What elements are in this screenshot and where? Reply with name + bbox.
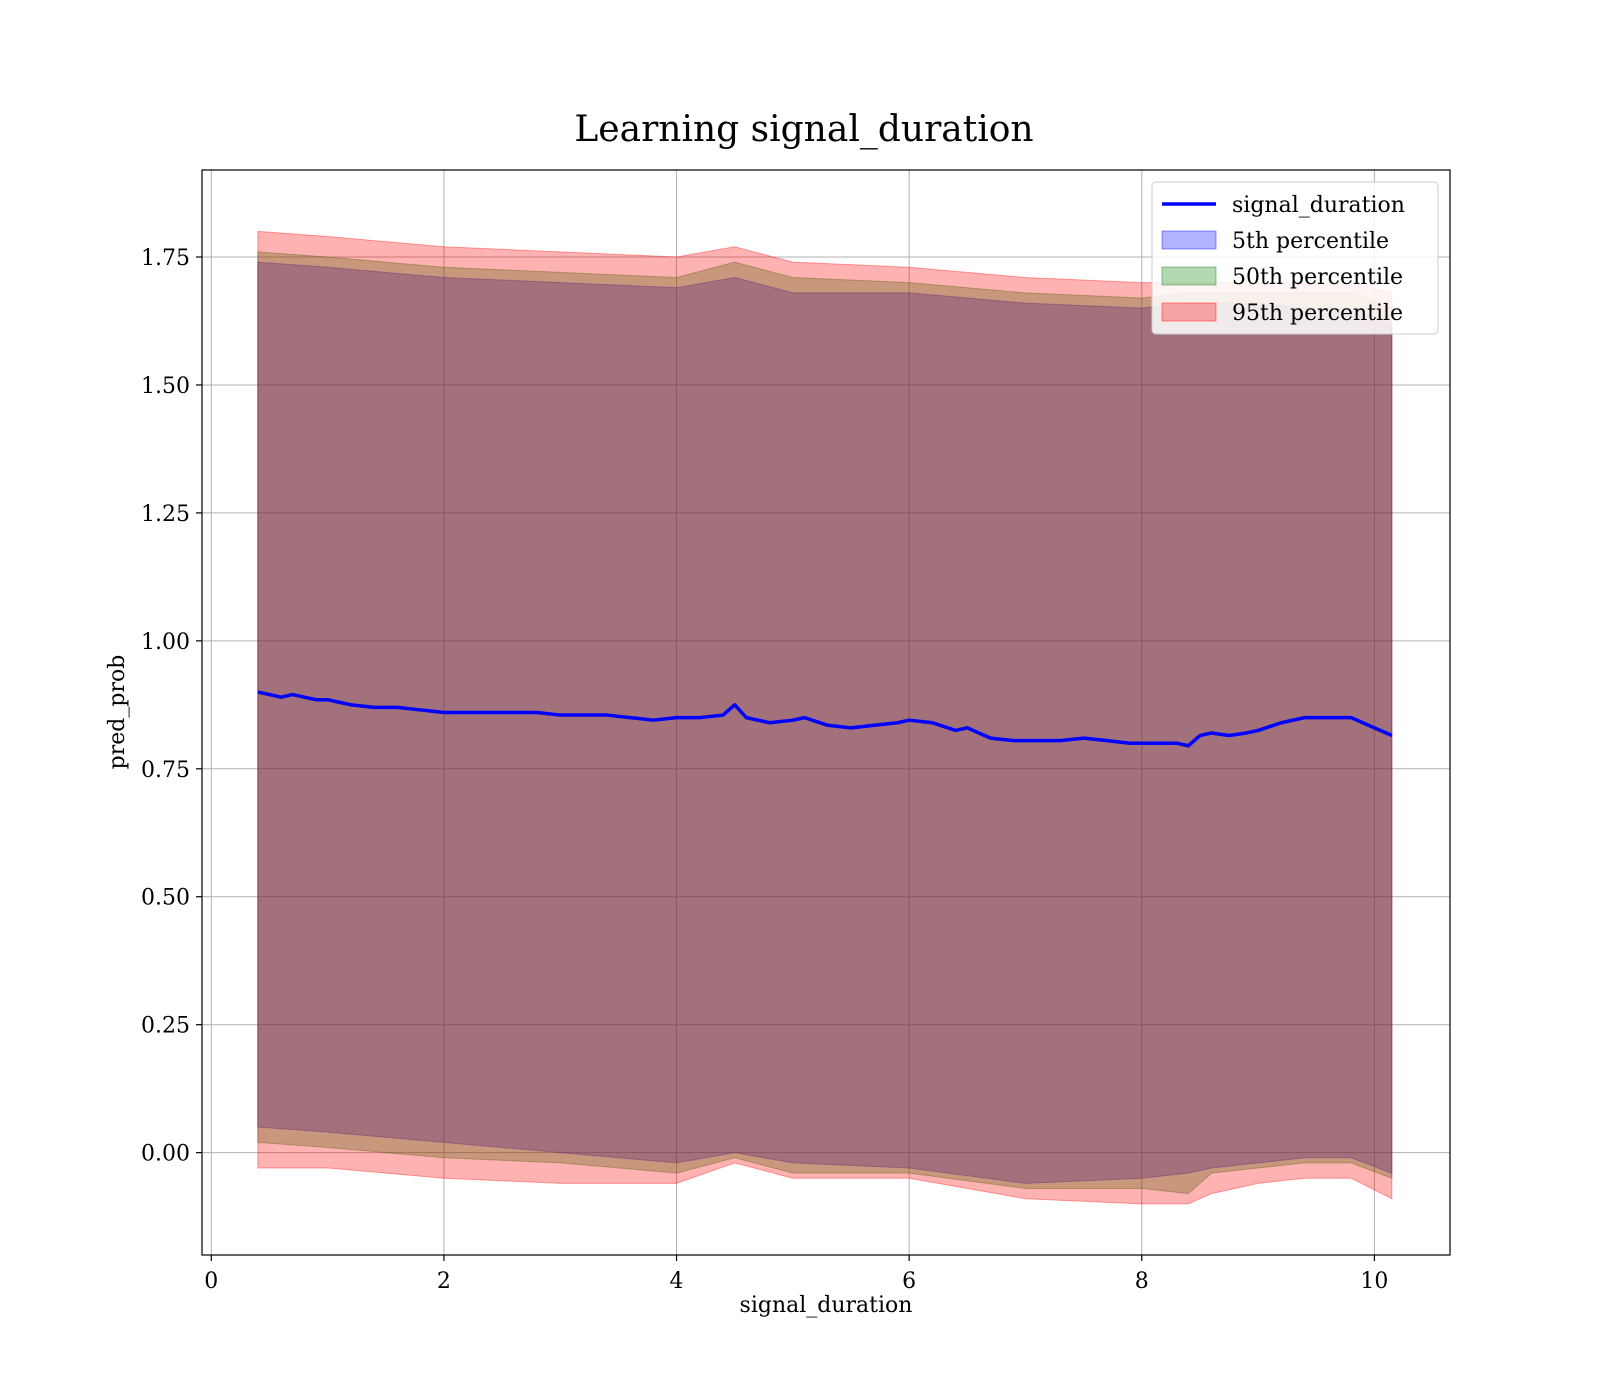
- y-tick-label-3: 0.75: [141, 758, 190, 783]
- y-tick-label-6: 1.50: [141, 374, 190, 399]
- legend-label-signal-duration: signal_duration: [1232, 193, 1405, 218]
- legend-swatch-95th-percentile: [1161, 302, 1217, 322]
- band-95th-percentile: [257, 230, 1393, 1205]
- x-axis-label: signal_duration: [740, 1293, 913, 1318]
- legend-box: [1151, 181, 1439, 335]
- plot-background: [202, 170, 1450, 1255]
- y-tick-label-5: 1.25: [141, 502, 190, 527]
- legend: signal_duration 5th percentile 50th percen…: [1151, 181, 1439, 335]
- y-tick-label-2: 0.50: [141, 886, 190, 911]
- bands-group: [257, 230, 1393, 1205]
- x-tick-label-0: 0: [204, 1269, 218, 1294]
- legend-label-5th-percentile: 5th percentile: [1232, 229, 1389, 254]
- y-tick-label-1: 0.25: [141, 1014, 190, 1039]
- legend-swatch-5th-percentile: [1161, 230, 1217, 250]
- legend-label-95th-percentile: 95th percentile: [1232, 301, 1403, 326]
- axes-frame: [201, 169, 1451, 1256]
- x-tick-label-2: 4: [670, 1269, 684, 1294]
- x-tick-label-5: 10: [1360, 1269, 1388, 1294]
- legend-swatch-50th-percentile: [1161, 266, 1217, 286]
- chart-title: Learning signal_duration: [574, 109, 1033, 150]
- y-tick-label-7: 1.75: [141, 246, 190, 271]
- y-tick-label-4: 1.00: [141, 630, 190, 655]
- y-tick-label-0: 0.00: [141, 1142, 190, 1167]
- x-tick-label-3: 6: [902, 1269, 916, 1294]
- legend-label-50th-percentile: 50th percentile: [1232, 265, 1403, 290]
- x-tick-label-4: 8: [1135, 1269, 1149, 1294]
- y-axis-label: pred_prob: [105, 655, 130, 770]
- plot-area: 0 2 4 6 8 10 0.00 0.25 0.50 0.75 1.00 1.25 1.50 1.75: [141, 169, 1451, 1294]
- x-tick-label-1: 2: [437, 1269, 451, 1294]
- series-line-signal-duration: [257, 690, 1393, 748]
